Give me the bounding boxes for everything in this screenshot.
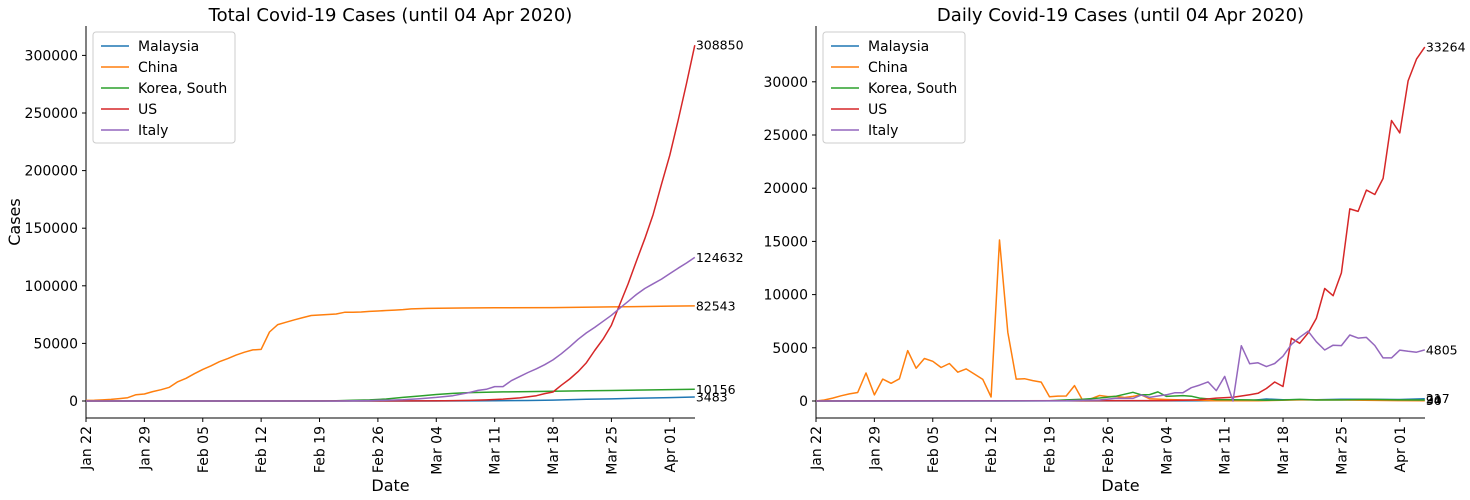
- end-value-label: 217: [1426, 391, 1450, 406]
- y-tick-label: 300000: [25, 48, 78, 64]
- legend-entry: Korea, South: [868, 81, 957, 97]
- y-tick-label: 0: [69, 394, 78, 410]
- x-tick-label: Mar 18: [1276, 426, 1292, 475]
- legend-entry: Italy: [138, 123, 168, 139]
- y-axis-label: Cases: [5, 198, 24, 246]
- x-tick-label: Mar 25: [1334, 426, 1350, 475]
- series-line-china: [85, 305, 695, 402]
- end-value-label: 3483: [696, 389, 728, 404]
- end-labels: 3483 82543 10156 308850 124632: [696, 38, 744, 405]
- y-tick-label: 30000: [763, 75, 808, 91]
- x-tick-label: Feb 12: [254, 426, 270, 473]
- series-line-us: [85, 45, 696, 402]
- legend-entry: China: [868, 60, 908, 76]
- x-tick-label: Mar 11: [488, 426, 504, 475]
- y-tick-label: 10000: [763, 288, 808, 304]
- legend: Malaysia China Korea, South US Italy: [822, 31, 966, 144]
- x-tick-label: Mar 18: [546, 426, 562, 475]
- series-lines: [815, 46, 1426, 402]
- x-tick-label: Apr 01: [1393, 426, 1409, 472]
- y-tick-label: 15000: [763, 234, 808, 250]
- axes: 0 50000 100000 150000 200000 250000 300000 Jan …: [25, 26, 695, 475]
- chart-title: Total Covid-19 Cases (until 04 Apr 2020): [208, 5, 573, 26]
- x-tick-label: Jan 22: [79, 426, 95, 471]
- x-tick-label: Feb 05: [926, 426, 942, 473]
- legend-entry: Malaysia: [868, 39, 929, 55]
- y-tick-label: 20000: [763, 181, 808, 197]
- y-tick-label: 150000: [25, 221, 78, 237]
- end-value-label: 124632: [696, 250, 744, 265]
- y-tick-label: 25000: [763, 128, 808, 144]
- legend-entry: Malaysia: [138, 39, 199, 55]
- y-tick-label: 50000: [33, 336, 78, 352]
- x-tick-label: Jan 29: [867, 426, 883, 471]
- series-line-italy: [86, 256, 696, 402]
- x-tick-label: Feb 26: [1101, 426, 1117, 473]
- series-line-china: [815, 239, 1425, 402]
- legend-entry: China: [138, 60, 178, 76]
- end-value-label: 33264: [1426, 40, 1466, 55]
- x-tick-label: Feb 19: [313, 426, 329, 473]
- legend-entry: US: [868, 102, 887, 118]
- y-tick-label: 0: [799, 394, 808, 410]
- x-axis-label: Date: [371, 476, 409, 495]
- x-axis-label: Date: [1101, 476, 1139, 495]
- y-tick-label: 200000: [25, 164, 78, 180]
- x-tick-label: Jan 29: [137, 426, 153, 471]
- series-line-italy: [815, 330, 1426, 402]
- end-value-label: 308850: [696, 38, 744, 53]
- end-value-label: 10156: [696, 382, 736, 397]
- y-tick-label: 100000: [25, 279, 78, 295]
- end-value-label: 4805: [1426, 342, 1458, 357]
- x-tick-label: Mar 11: [1218, 426, 1234, 475]
- series-lines: [85, 45, 696, 402]
- end-value-label: 94: [1426, 392, 1442, 407]
- chart-2: Daily Covid-19 Cases (until 04 Apr 2020)…: [763, 5, 1465, 495]
- x-tick-label: Jan 22: [809, 426, 825, 471]
- x-tick-label: Apr 01: [663, 426, 679, 472]
- x-tick-label: Feb 05: [196, 426, 212, 473]
- legend-box: [822, 31, 966, 144]
- legend-box: [92, 31, 236, 144]
- legend-entry: Italy: [868, 123, 898, 139]
- legend-entry: Korea, South: [138, 81, 227, 97]
- chart-1: Total Covid-19 Cases (until 04 Apr 2020)…: [5, 5, 744, 495]
- x-tick-label: Mar 04: [429, 426, 445, 475]
- end-value-label: 30: [1426, 393, 1442, 408]
- end-value-label: 82543: [696, 298, 736, 313]
- y-tick-label: 250000: [25, 106, 78, 122]
- chart-title: Daily Covid-19 Cases (until 04 Apr 2020): [937, 5, 1304, 26]
- x-tick-label: Mar 25: [604, 426, 620, 475]
- series-line-korea-south: [815, 391, 1425, 402]
- legend: Malaysia China Korea, South US Italy: [92, 31, 236, 144]
- legend-entry: US: [138, 102, 157, 118]
- x-tick-label: Feb 12: [984, 426, 1000, 473]
- series-line-us: [815, 46, 1426, 402]
- x-tick-label: Feb 19: [1043, 426, 1059, 473]
- x-tick-label: Mar 04: [1159, 426, 1175, 475]
- y-tick-label: 5000: [772, 341, 808, 357]
- x-tick-label: Feb 26: [371, 426, 387, 473]
- axes: 0 5000 10000 15000 20000 25000 30000 Jan 22 Jan …: [763, 26, 1425, 475]
